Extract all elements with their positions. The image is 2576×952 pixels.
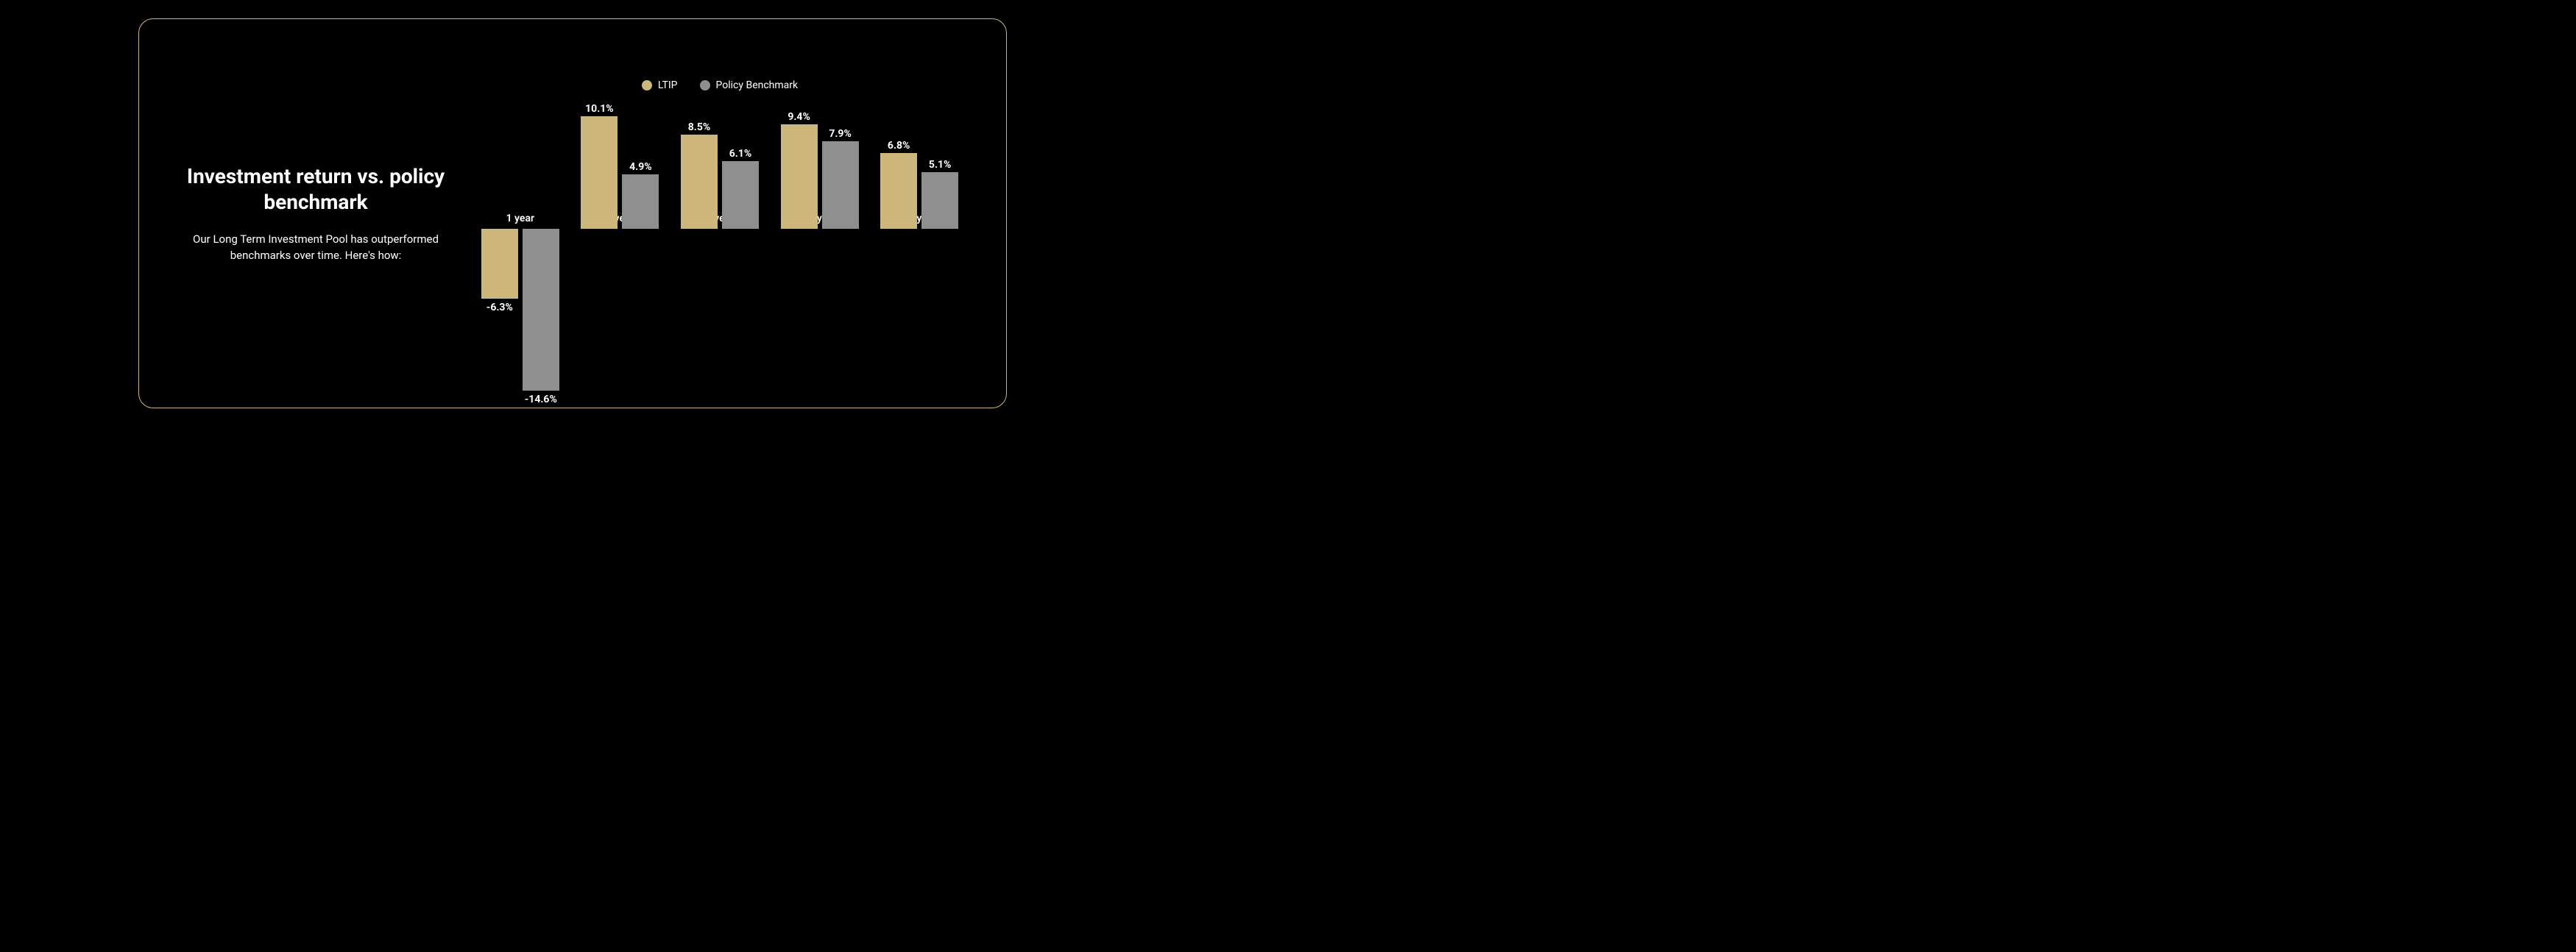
bar [681, 135, 718, 229]
bar [722, 161, 759, 229]
bar [880, 153, 917, 229]
chart-panel: LTIP Policy Benchmark 1 year-6.3%-14.6%3… [470, 49, 969, 378]
bar [781, 124, 818, 229]
bar-value-label: -14.6% [519, 394, 563, 405]
bar-value-label: 9.4% [777, 111, 821, 123]
bar-group: 1 year-6.3%-14.6% [476, 49, 565, 378]
chart-title: Investment return vs. policy benchmark [176, 163, 456, 215]
bar-value-label: 5.1% [918, 159, 962, 171]
bar-group: 15 year6.8%5.1% [875, 49, 963, 378]
bar [523, 229, 559, 391]
bar-value-label: 4.9% [618, 161, 662, 173]
bar-group: 7 year8.5%6.1% [676, 49, 764, 378]
bar-value-label: 6.8% [877, 140, 921, 152]
text-panel: Investment return vs. policy benchmark O… [176, 163, 470, 264]
bar-value-label: 6.1% [718, 148, 762, 160]
bar-value-label: 7.9% [818, 128, 863, 140]
bar [481, 229, 518, 299]
category-label: 1 year [476, 213, 565, 224]
bar [921, 172, 958, 229]
bar [581, 116, 618, 229]
bar [622, 174, 659, 229]
bar-value-label: 8.5% [677, 121, 721, 133]
chart-subtitle: Our Long Term Investment Pool has outper… [176, 231, 456, 264]
chart-area: 1 year-6.3%-14.6%3 year10.1%4.9%7 year8.… [470, 49, 969, 378]
bar-value-label: 10.1% [577, 103, 621, 115]
bar-group: 3 year10.1%4.9% [576, 49, 664, 378]
bar-value-label: -6.3% [478, 302, 522, 313]
bar [822, 141, 859, 229]
chart-card: Investment return vs. policy benchmark O… [138, 18, 1007, 408]
bar-group: 10 year9.4%7.9% [776, 49, 864, 378]
